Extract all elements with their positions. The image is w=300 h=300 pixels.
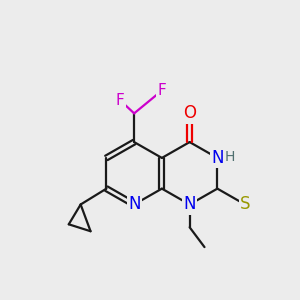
Text: H: H xyxy=(225,150,236,164)
Text: S: S xyxy=(240,196,250,214)
Text: O: O xyxy=(183,104,196,122)
Text: F: F xyxy=(158,83,166,98)
Text: F: F xyxy=(116,93,125,108)
Text: N: N xyxy=(211,149,224,167)
Text: N: N xyxy=(183,196,196,214)
Text: N: N xyxy=(128,196,140,214)
